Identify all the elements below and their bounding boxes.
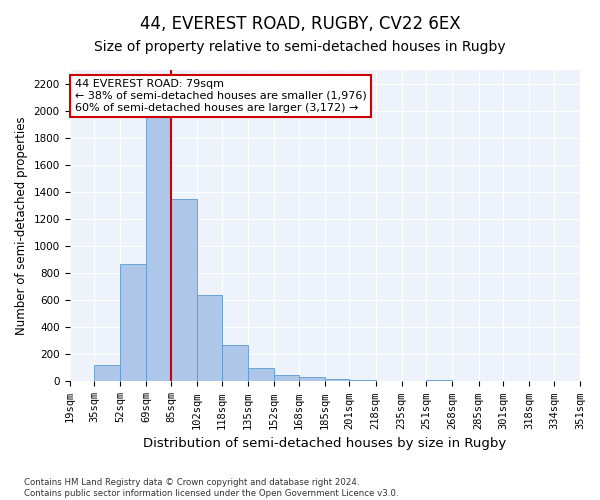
Bar bbox=[94, 365, 120, 382]
Bar bbox=[171, 198, 197, 382]
Text: 44, EVEREST ROAD, RUGBY, CV22 6EX: 44, EVEREST ROAD, RUGBY, CV22 6EX bbox=[140, 15, 460, 33]
Bar bbox=[222, 345, 248, 382]
Text: 44 EVEREST ROAD: 79sqm
← 38% of semi-detached houses are smaller (1,976)
60% of : 44 EVEREST ROAD: 79sqm ← 38% of semi-det… bbox=[74, 80, 367, 112]
Text: Size of property relative to semi-detached houses in Rugby: Size of property relative to semi-detach… bbox=[94, 40, 506, 54]
Bar bbox=[120, 264, 146, 382]
Text: Contains HM Land Registry data © Crown copyright and database right 2024.
Contai: Contains HM Land Registry data © Crown c… bbox=[24, 478, 398, 498]
Bar bbox=[197, 295, 222, 382]
Bar bbox=[299, 378, 325, 382]
Bar bbox=[426, 380, 452, 382]
Bar bbox=[248, 368, 274, 382]
Bar bbox=[349, 380, 376, 382]
Bar bbox=[274, 376, 299, 382]
Bar bbox=[70, 381, 94, 382]
Bar bbox=[325, 380, 349, 382]
X-axis label: Distribution of semi-detached houses by size in Rugby: Distribution of semi-detached houses by … bbox=[143, 437, 506, 450]
Y-axis label: Number of semi-detached properties: Number of semi-detached properties bbox=[15, 116, 28, 335]
Bar bbox=[146, 118, 171, 382]
